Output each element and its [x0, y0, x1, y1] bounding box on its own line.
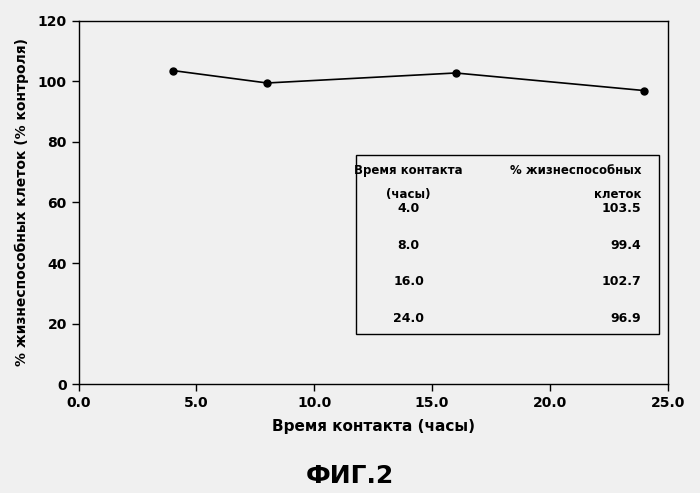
FancyBboxPatch shape	[356, 155, 659, 334]
Y-axis label: % жизнеспособных клеток (% контроля): % жизнеспособных клеток (% контроля)	[15, 38, 29, 366]
Text: 102.7: 102.7	[601, 275, 641, 288]
Text: 99.4: 99.4	[610, 239, 641, 252]
Text: 4.0: 4.0	[398, 203, 420, 215]
Text: Время контакта: Время контакта	[354, 164, 463, 177]
Text: 8.0: 8.0	[398, 239, 419, 252]
X-axis label: Время контакта (часы): Время контакта (часы)	[272, 419, 475, 434]
Text: % жизнеспособных: % жизнеспособных	[510, 164, 641, 177]
Text: 16.0: 16.0	[393, 275, 424, 288]
Text: 24.0: 24.0	[393, 312, 424, 325]
Text: 96.9: 96.9	[610, 312, 641, 325]
Text: ФИГ.2: ФИГ.2	[306, 464, 394, 488]
Text: 103.5: 103.5	[602, 203, 641, 215]
Text: (часы): (часы)	[386, 188, 430, 201]
Text: клеток: клеток	[594, 188, 641, 201]
